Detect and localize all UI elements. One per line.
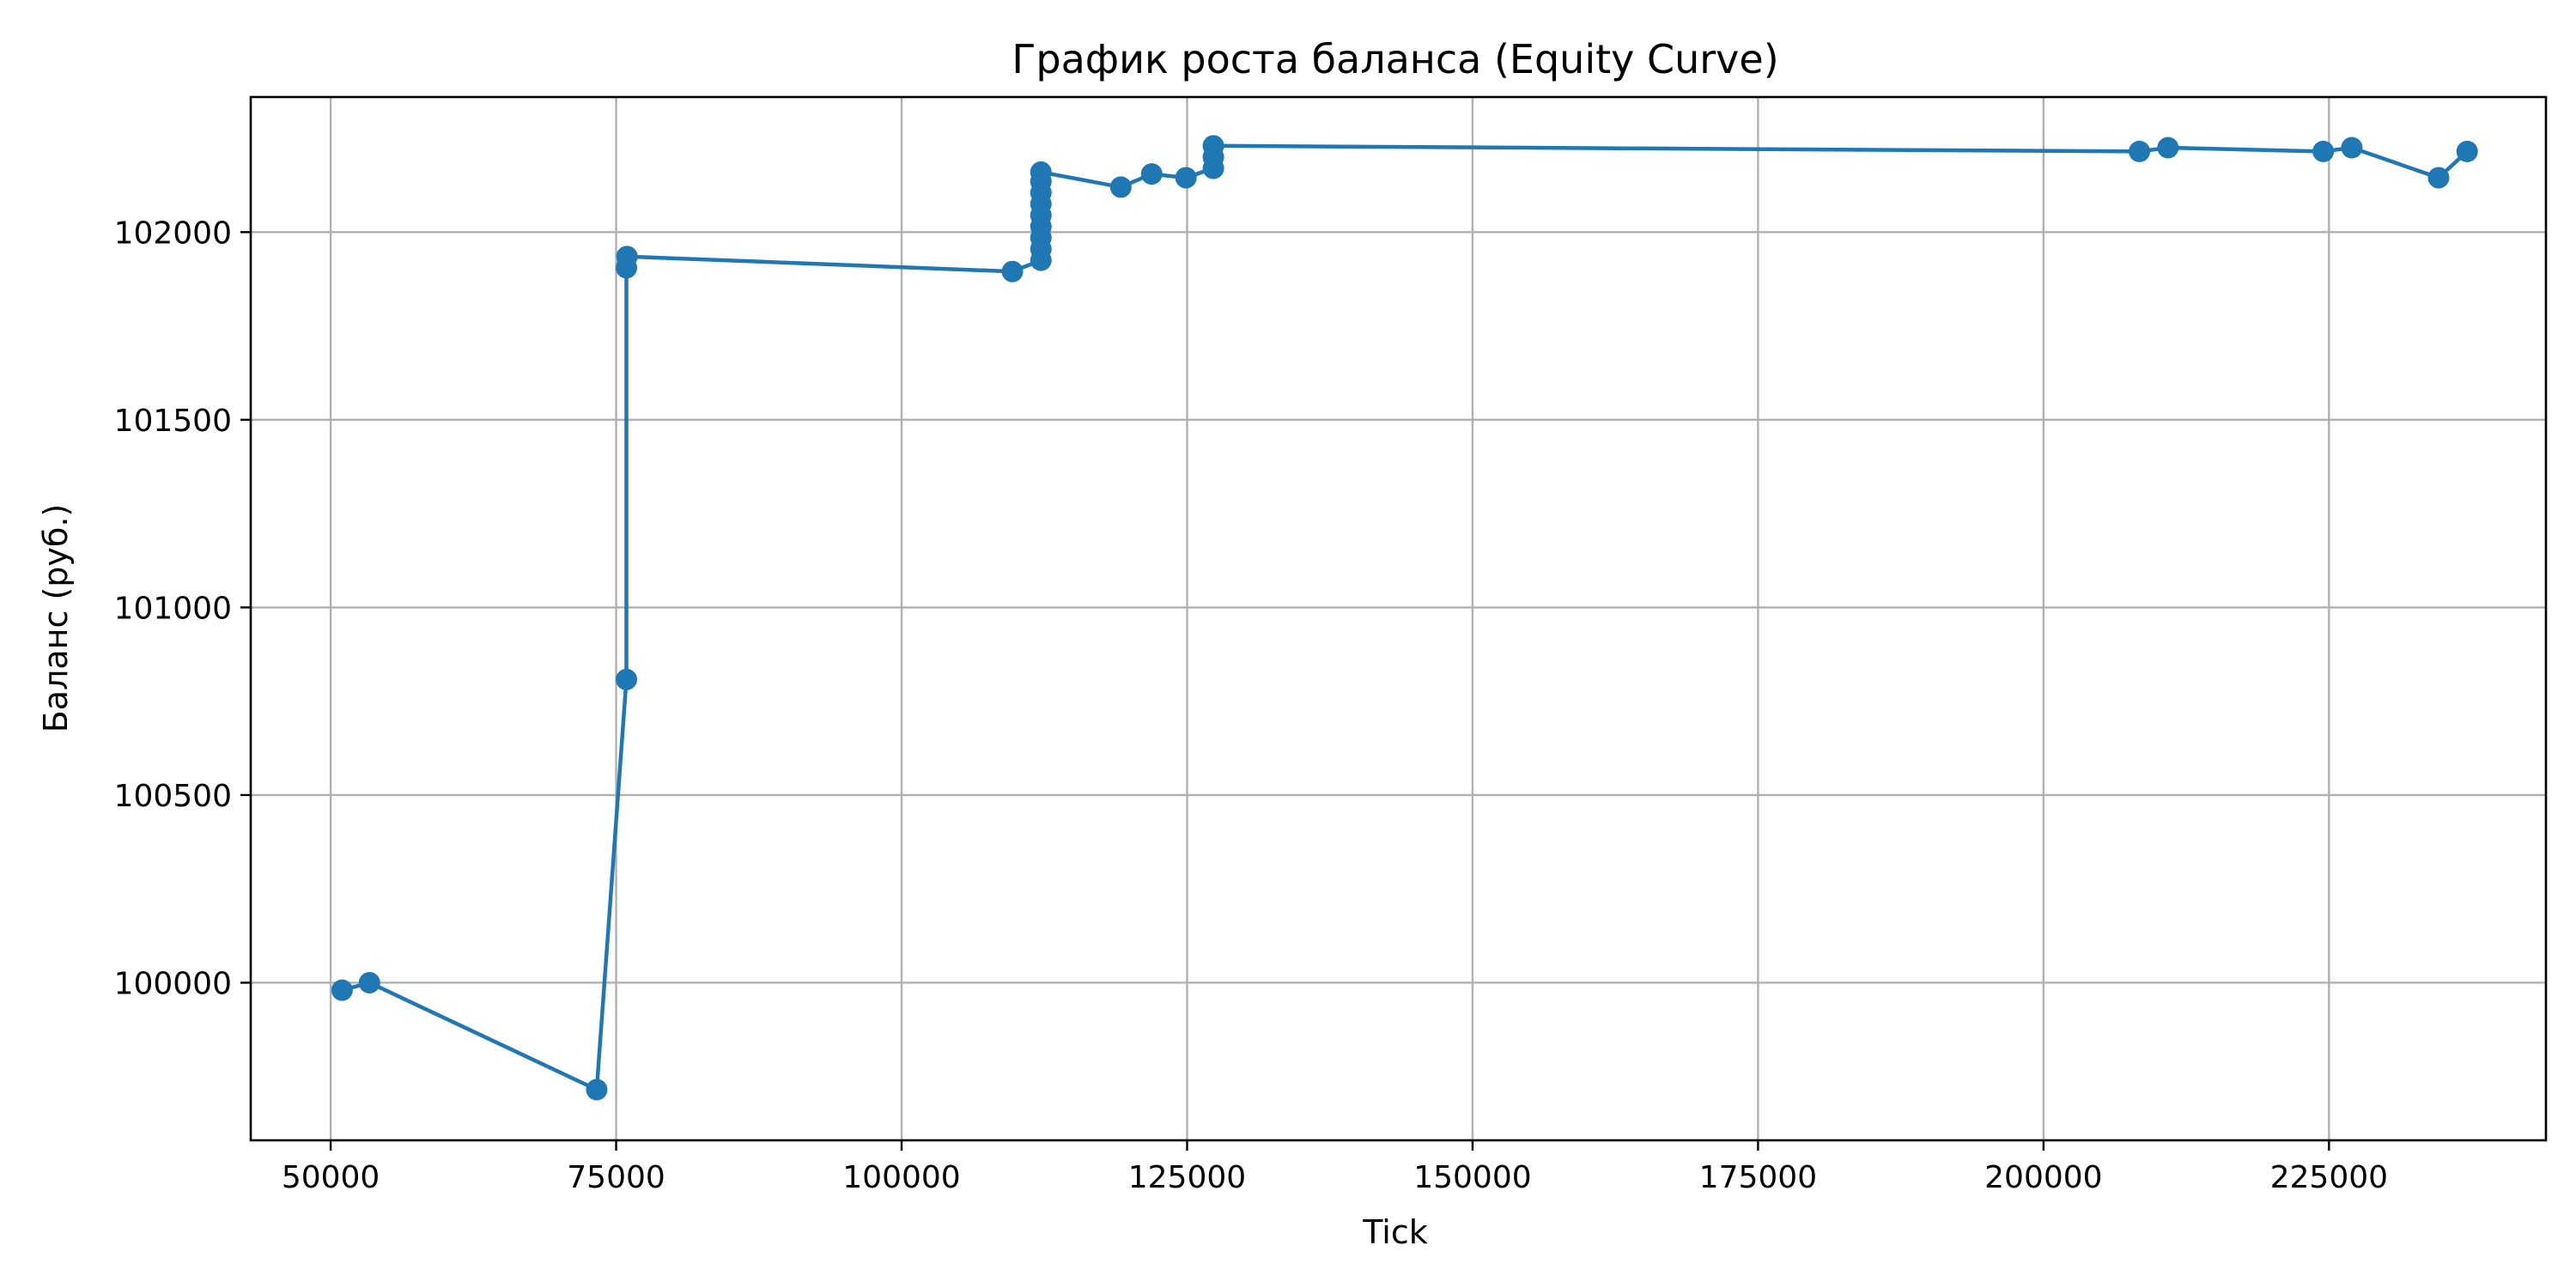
- y-tick-label: 100500: [114, 779, 232, 814]
- y-tick-label: 100000: [114, 966, 232, 1001]
- chart-title: График роста баланса (Equity Curve): [1012, 36, 1778, 82]
- y-tick-label: 102000: [114, 216, 232, 251]
- x-tick-label: 100000: [842, 1160, 960, 1195]
- x-tick-label: 125000: [1128, 1160, 1246, 1195]
- data-point: [1109, 176, 1132, 198]
- data-point: [2157, 137, 2179, 159]
- x-tick-label: 150000: [1413, 1160, 1531, 1195]
- data-point: [2341, 137, 2363, 159]
- data-point: [2427, 167, 2450, 189]
- data-point: [2129, 140, 2151, 162]
- x-tick-label: 75000: [567, 1160, 665, 1195]
- data-point: [1001, 260, 1024, 283]
- data-point: [2456, 140, 2478, 162]
- y-tick-label: 101000: [114, 591, 232, 626]
- data-point: [2312, 140, 2335, 162]
- axes-layer: 50000 75000 100000 125000 150000 175000 200000…: [114, 95, 2548, 1195]
- plot-frame: [249, 95, 2548, 1142]
- data-point: [616, 246, 638, 268]
- x-tick-label: 50000: [282, 1160, 380, 1195]
- x-axis-label: Tick: [1362, 1213, 1428, 1251]
- x-tick-label: 225000: [2270, 1160, 2388, 1195]
- data-point: [1030, 161, 1052, 183]
- series-line: [341, 143, 2469, 1092]
- x-tick-label: 200000: [1984, 1160, 2102, 1195]
- y-axis-label: Баланс (руб.): [37, 504, 75, 733]
- data-point: [1202, 135, 1224, 157]
- data-point: [1140, 163, 1163, 185]
- data-point: [616, 668, 638, 690]
- data-point: [331, 979, 353, 1001]
- grid-lines: [251, 97, 2546, 1140]
- data-point: [586, 1078, 608, 1101]
- data-point: [1175, 167, 1197, 189]
- data-point: [358, 971, 380, 993]
- y-tick-label: 101500: [114, 404, 232, 439]
- x-tick-label: 175000: [1699, 1160, 1817, 1195]
- series-layer: [331, 135, 2478, 1101]
